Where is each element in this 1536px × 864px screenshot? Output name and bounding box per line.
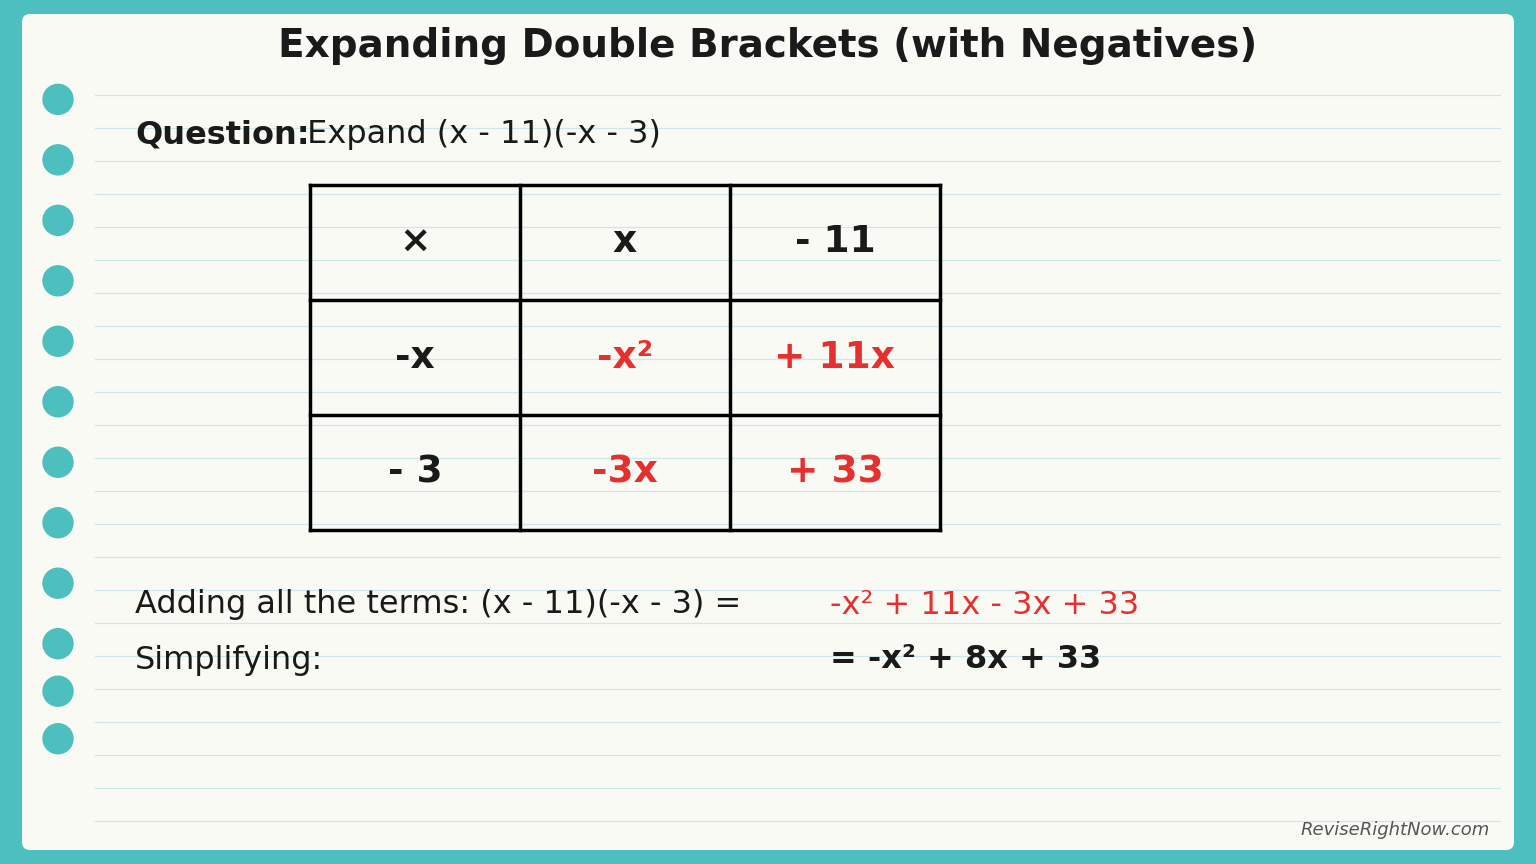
Circle shape — [43, 677, 74, 706]
Circle shape — [43, 145, 74, 175]
Text: + 33: + 33 — [786, 454, 883, 491]
Circle shape — [43, 387, 74, 416]
Text: Expanding Double Brackets (with Negatives): Expanding Double Brackets (with Negative… — [278, 27, 1258, 65]
Text: - 3: - 3 — [387, 454, 442, 491]
Text: = -x² + 8x + 33: = -x² + 8x + 33 — [829, 645, 1101, 676]
Text: -x² + 11x - 3x + 33: -x² + 11x - 3x + 33 — [829, 589, 1140, 620]
Text: ×: × — [399, 225, 430, 261]
Text: Expand (x - 11)(-x - 3): Expand (x - 11)(-x - 3) — [296, 119, 660, 150]
Text: Adding all the terms: (x - 11)(-x - 3) =: Adding all the terms: (x - 11)(-x - 3) = — [135, 589, 751, 620]
Text: ReviseRightNow.com: ReviseRightNow.com — [1301, 821, 1490, 839]
Text: Simplifying:: Simplifying: — [135, 645, 323, 676]
Circle shape — [43, 448, 74, 477]
Text: -x²: -x² — [598, 340, 653, 376]
Circle shape — [43, 629, 74, 658]
Text: -x: -x — [395, 340, 435, 376]
Circle shape — [43, 508, 74, 537]
Text: + 11x: + 11x — [774, 340, 895, 376]
Circle shape — [43, 327, 74, 356]
Circle shape — [43, 724, 74, 753]
FancyBboxPatch shape — [22, 14, 1514, 850]
Text: - 11: - 11 — [794, 225, 876, 261]
Circle shape — [43, 569, 74, 598]
Text: Question:: Question: — [135, 119, 310, 150]
Circle shape — [43, 206, 74, 235]
Text: x: x — [613, 225, 637, 261]
Circle shape — [43, 266, 74, 295]
Text: -3x: -3x — [591, 454, 657, 491]
Circle shape — [43, 85, 74, 114]
